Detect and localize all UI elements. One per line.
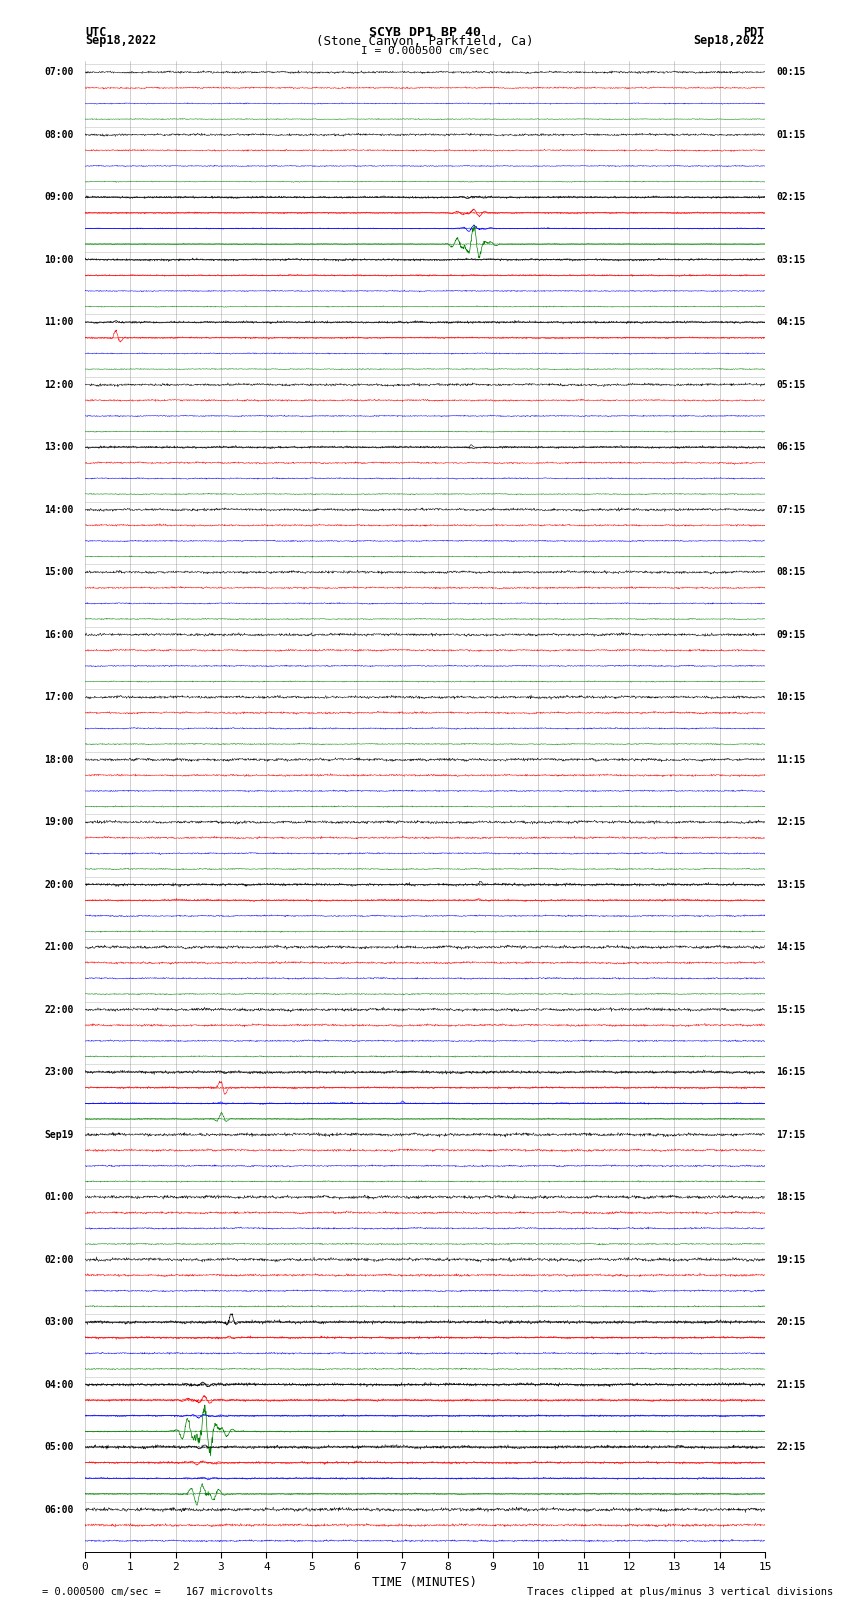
Text: (Stone Canyon, Parkfield, Ca): (Stone Canyon, Parkfield, Ca) xyxy=(316,35,534,48)
Text: 07:00: 07:00 xyxy=(44,68,74,77)
Text: 01:15: 01:15 xyxy=(776,129,806,140)
Text: I = 0.000500 cm/sec: I = 0.000500 cm/sec xyxy=(361,45,489,56)
Text: 16:15: 16:15 xyxy=(776,1068,806,1077)
Text: 00:15: 00:15 xyxy=(776,68,806,77)
Text: Sep18,2022: Sep18,2022 xyxy=(694,34,765,47)
Text: 13:15: 13:15 xyxy=(776,879,806,890)
X-axis label: TIME (MINUTES): TIME (MINUTES) xyxy=(372,1576,478,1589)
Text: 02:15: 02:15 xyxy=(776,192,806,202)
Text: 14:15: 14:15 xyxy=(776,942,806,952)
Text: 21:15: 21:15 xyxy=(776,1379,806,1389)
Text: Sep19: Sep19 xyxy=(44,1129,74,1139)
Text: 03:00: 03:00 xyxy=(44,1318,74,1327)
Text: 02:00: 02:00 xyxy=(44,1255,74,1265)
Text: 15:15: 15:15 xyxy=(776,1005,806,1015)
Text: 12:15: 12:15 xyxy=(776,818,806,827)
Text: 13:00: 13:00 xyxy=(44,442,74,452)
Text: 06:00: 06:00 xyxy=(44,1505,74,1515)
Text: 06:15: 06:15 xyxy=(776,442,806,452)
Text: 18:15: 18:15 xyxy=(776,1192,806,1202)
Text: 11:00: 11:00 xyxy=(44,318,74,327)
Text: 04:15: 04:15 xyxy=(776,318,806,327)
Text: 14:00: 14:00 xyxy=(44,505,74,515)
Text: UTC: UTC xyxy=(85,26,106,39)
Text: 15:00: 15:00 xyxy=(44,568,74,577)
Text: SCYB DP1 BP 40: SCYB DP1 BP 40 xyxy=(369,26,481,39)
Text: 17:00: 17:00 xyxy=(44,692,74,702)
Text: PDT: PDT xyxy=(744,26,765,39)
Text: 16:00: 16:00 xyxy=(44,629,74,640)
Text: 23:00: 23:00 xyxy=(44,1068,74,1077)
Text: 03:15: 03:15 xyxy=(776,255,806,265)
Text: 07:15: 07:15 xyxy=(776,505,806,515)
Text: 19:15: 19:15 xyxy=(776,1255,806,1265)
Text: 09:15: 09:15 xyxy=(776,629,806,640)
Text: 10:00: 10:00 xyxy=(44,255,74,265)
Text: 08:00: 08:00 xyxy=(44,129,74,140)
Text: 09:00: 09:00 xyxy=(44,192,74,202)
Text: Traces clipped at plus/minus 3 vertical divisions: Traces clipped at plus/minus 3 vertical … xyxy=(527,1587,833,1597)
Text: 08:15: 08:15 xyxy=(776,568,806,577)
Text: 22:00: 22:00 xyxy=(44,1005,74,1015)
Text: 10:15: 10:15 xyxy=(776,692,806,702)
Text: Sep18,2022: Sep18,2022 xyxy=(85,34,156,47)
Text: 20:00: 20:00 xyxy=(44,879,74,890)
Text: 01:00: 01:00 xyxy=(44,1192,74,1202)
Text: = 0.000500 cm/sec =    167 microvolts: = 0.000500 cm/sec = 167 microvolts xyxy=(17,1587,273,1597)
Text: 22:15: 22:15 xyxy=(776,1442,806,1452)
Text: 21:00: 21:00 xyxy=(44,942,74,952)
Text: 05:15: 05:15 xyxy=(776,379,806,390)
Text: 11:15: 11:15 xyxy=(776,755,806,765)
Text: 19:00: 19:00 xyxy=(44,818,74,827)
Text: 17:15: 17:15 xyxy=(776,1129,806,1139)
Text: 20:15: 20:15 xyxy=(776,1318,806,1327)
Text: 05:00: 05:00 xyxy=(44,1442,74,1452)
Text: 18:00: 18:00 xyxy=(44,755,74,765)
Text: 12:00: 12:00 xyxy=(44,379,74,390)
Text: 04:00: 04:00 xyxy=(44,1379,74,1389)
